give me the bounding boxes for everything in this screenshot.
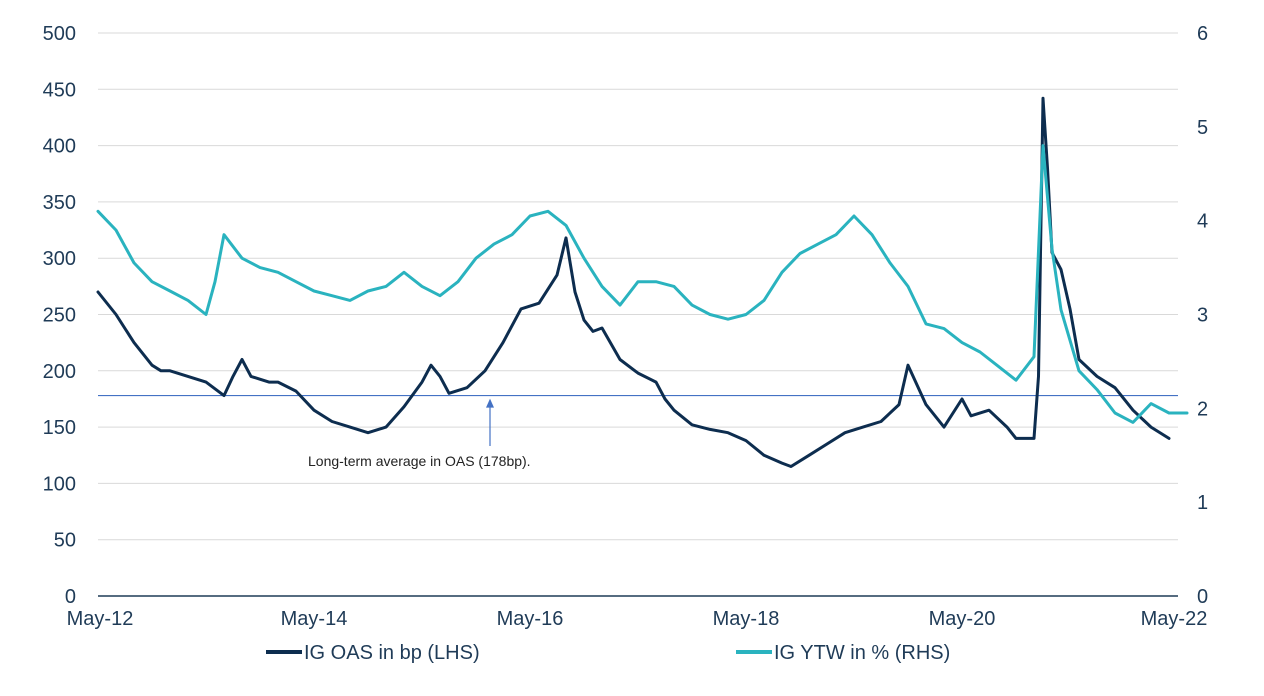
right-tick-label: 2 [1197,398,1208,420]
left-tick-label: 400 [43,136,76,158]
left-tick-label: 150 [43,417,76,439]
left-tick-label: 200 [43,361,76,383]
x-tick-label: May-22 [1141,608,1208,630]
x-tick-label: May-12 [67,608,134,630]
right-tick-label: 4 [1197,211,1208,233]
x-axis-ticks: May-12 May-14 May-16 May-18 May-20 May-22 [67,608,1208,630]
annotation-text: Long-term average in OAS (178bp). [308,453,531,469]
x-tick-label: May-20 [929,608,996,630]
series-oas-line [96,96,1171,468]
x-tick-label: May-16 [497,608,564,630]
legend: IG OAS in bp (LHS) IG YTW in % (RHS) [266,642,950,664]
right-tick-label: 5 [1197,117,1208,139]
right-tick-label: 1 [1197,492,1208,514]
left-axis-ticks: 0 50 100 150 200 250 300 350 400 450 500 [43,23,76,608]
left-tick-label: 50 [54,530,76,552]
right-tick-label: 3 [1197,305,1208,327]
series-lines [96,96,1189,468]
left-tick-label: 300 [43,248,76,270]
right-tick-label: 6 [1197,23,1208,45]
left-tick-label: 500 [43,23,76,45]
left-tick-label: 100 [43,473,76,495]
left-tick-label: 250 [43,305,76,327]
left-tick-label: 0 [65,586,76,608]
series-ytw-line [96,144,1189,424]
x-tick-label: May-14 [281,608,348,630]
legend-oas-label: IG OAS in bp (LHS) [304,642,480,664]
x-tick-label: May-18 [713,608,780,630]
right-axis-ticks: 0 1 2 3 4 5 6 [1197,23,1208,608]
left-tick-label: 350 [43,192,76,214]
average-annotation: Long-term average in OAS (178bp). [308,398,531,469]
annotation-arrow-head [486,398,494,408]
legend-ytw-label: IG YTW in % (RHS) [774,642,950,664]
gridlines [98,32,1178,541]
left-tick-label: 450 [43,79,76,101]
right-tick-label: 0 [1197,586,1208,608]
